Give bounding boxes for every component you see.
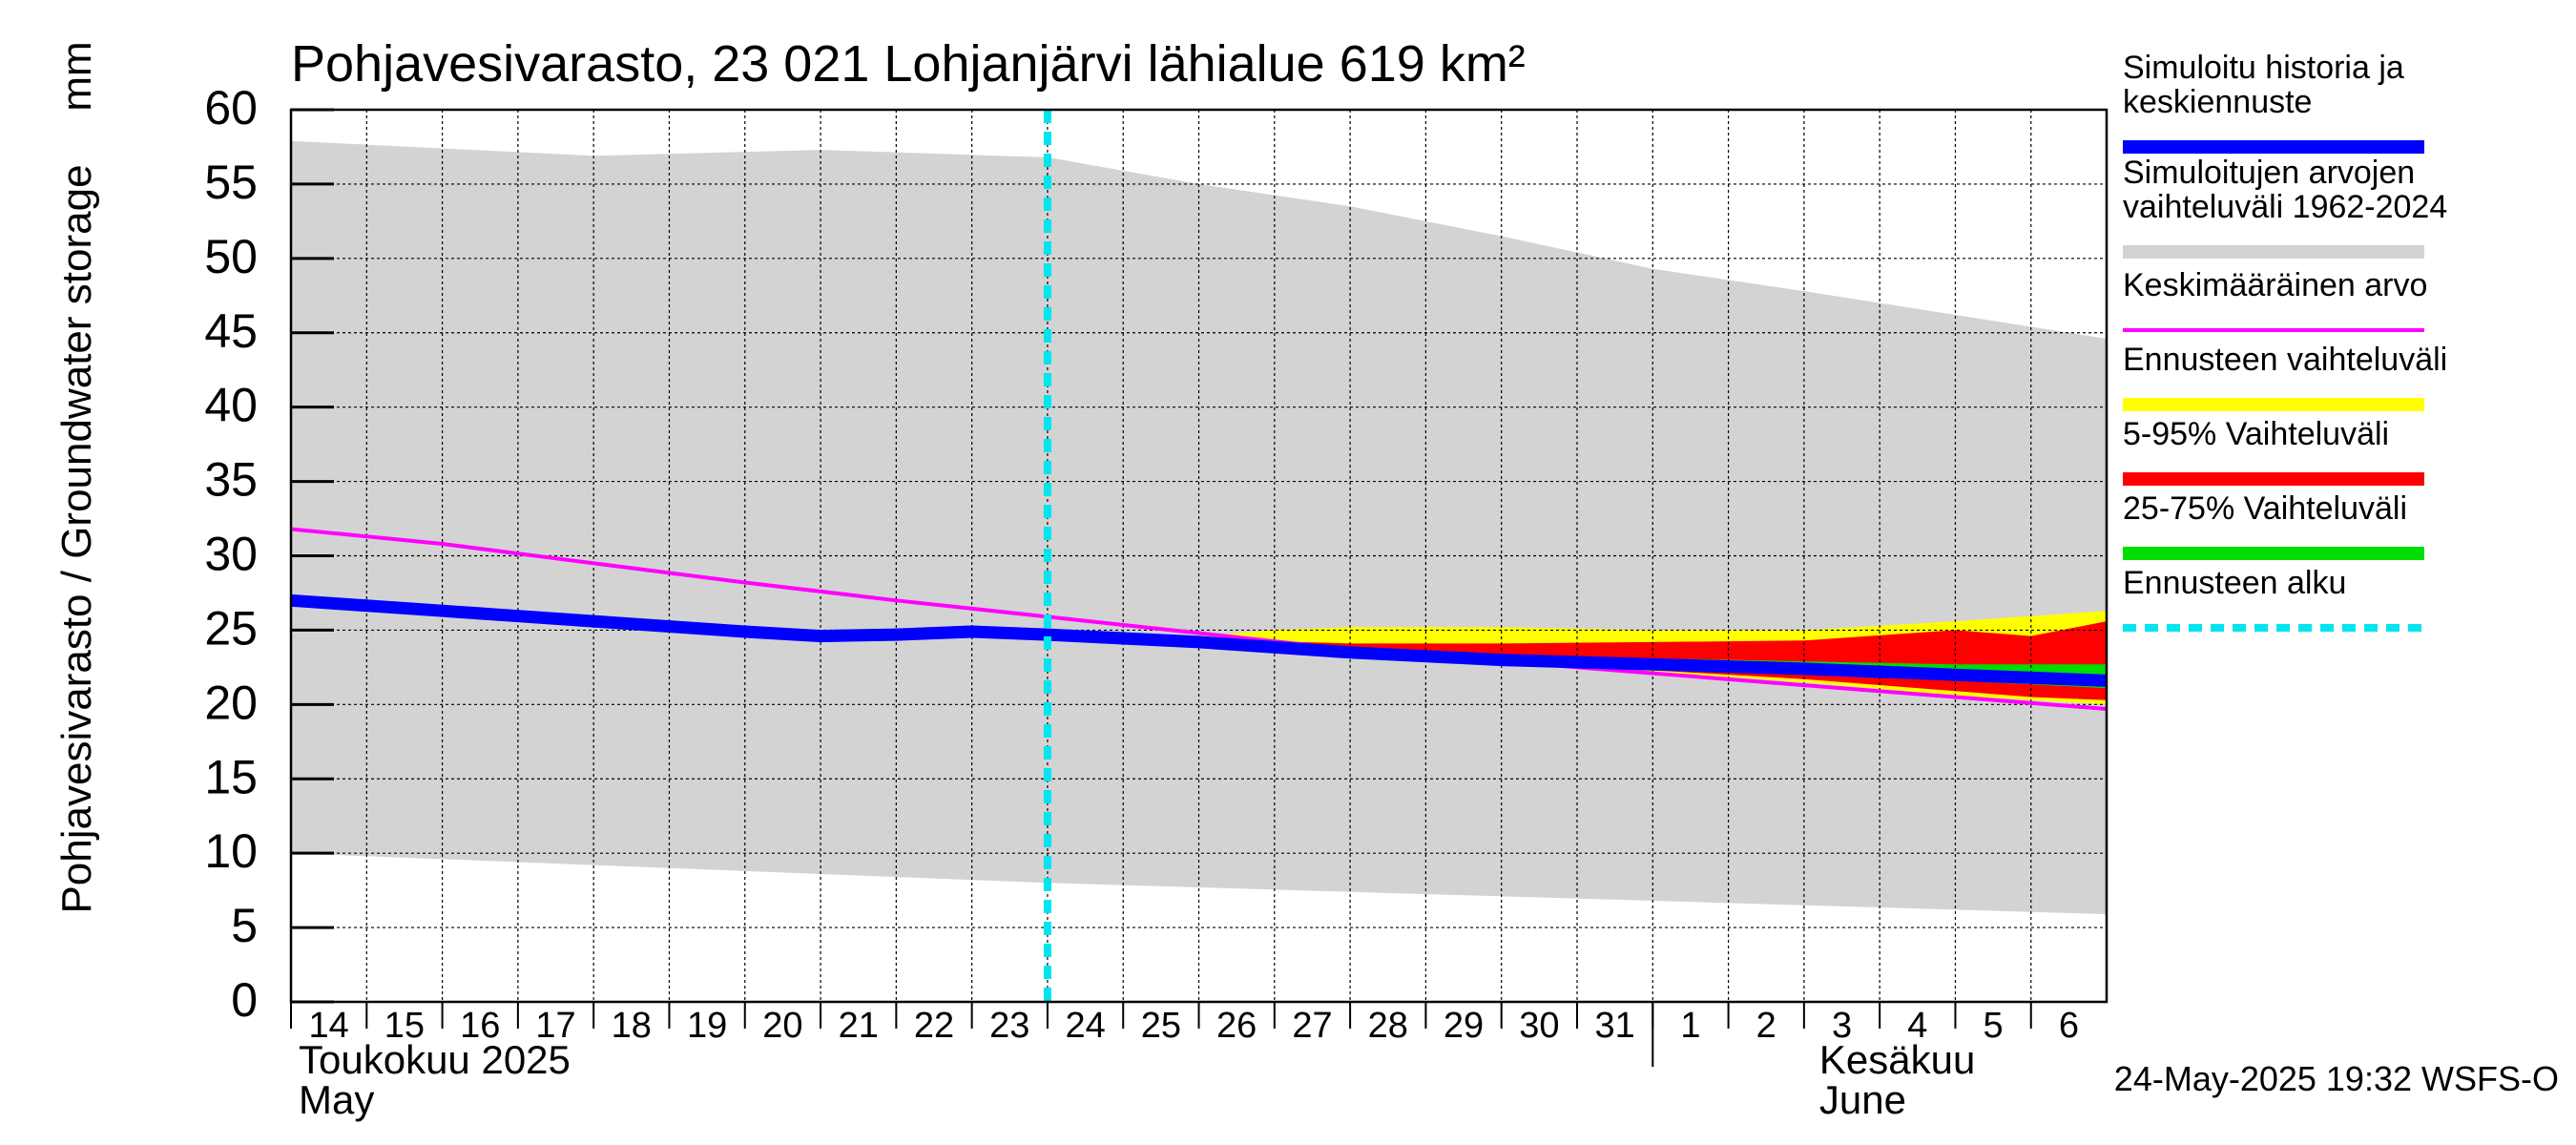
x-tick-label: 30 (1519, 1006, 1559, 1046)
legend-label: 25-75% Vaihteluväli (2123, 490, 2407, 527)
footer-timestamp: 24-May-2025 19:32 WSFS-O (2114, 1059, 2559, 1098)
x-tick-label: 4 (1907, 1006, 1927, 1046)
x-tick-label: 6 (2059, 1006, 2079, 1046)
y-tick-label: 50 (204, 230, 258, 283)
legend-entry-ennusteen-vaihteluvali: Ennusteen vaihteluväli (2123, 342, 2447, 411)
x-tick-label: 25 (1141, 1006, 1181, 1046)
x-tick-label: 2 (1756, 1006, 1776, 1046)
y-axis-unit: mm (53, 41, 100, 111)
x-tick-label: 15 (384, 1006, 425, 1046)
month-label-bottom: June (1819, 1077, 1906, 1122)
y-tick-label: 20 (204, 676, 258, 729)
legend-label: Simuloitu historia ja (2123, 50, 2404, 86)
y-tick-label: 35 (204, 453, 258, 507)
x-tick-label: 22 (914, 1006, 954, 1046)
y-tick-label: 5 (231, 899, 258, 952)
y-tick-label: 40 (204, 379, 258, 432)
x-tick-label: 20 (762, 1006, 802, 1046)
legend-label: keskiennuste (2123, 84, 2312, 120)
x-tick-label: 18 (612, 1006, 652, 1046)
line-simuloitu-historia-ja-keskiennuste (290, 593, 2108, 687)
month-label-bottom: May (299, 1077, 374, 1122)
legend-label: Ennusteen vaihteluväli (2123, 342, 2447, 378)
legend: Simuloitu historia jakeskiennusteSimuloi… (2123, 50, 2447, 632)
x-tick-label: 23 (989, 1006, 1029, 1046)
legend-entry-keskimaarainen-arvo: Keskimääräinen arvo (2123, 267, 2427, 332)
x-tick-label: 19 (687, 1006, 727, 1046)
y-tick-label: 15 (204, 750, 258, 803)
line-layer (290, 110, 2108, 1002)
x-tick-label: 26 (1216, 1006, 1257, 1046)
legend-label: Ennusteen alku (2123, 565, 2346, 601)
y-tick-label: 60 (204, 81, 258, 135)
legend-label: Keskimääräinen arvo (2123, 267, 2427, 303)
x-tick-label: 29 (1444, 1006, 1484, 1046)
x-tick-label: 27 (1292, 1006, 1332, 1046)
y-tick-label: 10 (204, 824, 258, 878)
legend-entry-5-95-vaihteluvali: 5-95% Vaihteluväli (2123, 416, 2424, 486)
x-tick-label: 24 (1065, 1006, 1105, 1046)
x-tick-label: 3 (1832, 1006, 1852, 1046)
x-tick-label: 31 (1595, 1006, 1635, 1046)
x-tick-label: 16 (460, 1006, 500, 1046)
legend-entry-25-75-vaihteluvali: 25-75% Vaihteluväli (2123, 490, 2424, 560)
legend-label: Simuloitujen arvojen (2123, 155, 2415, 191)
y-axis-label: Pohjavesivarasto / Groundwater storage (53, 164, 100, 913)
y-tick-label: 45 (204, 304, 258, 358)
y-tick-label: 25 (204, 601, 258, 655)
x-tick-label: 21 (839, 1006, 879, 1046)
y-tick-label: 55 (204, 156, 258, 209)
y-tick-label: 30 (204, 528, 258, 581)
x-tick-label: 17 (535, 1006, 575, 1046)
line-keskimaarainen-arvo (290, 527, 2108, 711)
x-tick-label: 14 (309, 1006, 349, 1046)
legend-entry-ennusteen-alku: Ennusteen alku (2123, 565, 2424, 632)
month-label-top: Kesäkuu (1819, 1037, 1975, 1082)
x-tick-label: 28 (1368, 1006, 1408, 1046)
chart-title: Pohjavesivarasto, 23 021 Lohjanjärvi läh… (291, 35, 1526, 93)
y-tick-label: 0 (231, 973, 258, 1027)
x-tick-label: 1 (1680, 1006, 1700, 1046)
x-tick-label: 5 (1984, 1006, 2004, 1046)
legend-label: vaihteluväli 1962-2024 (2123, 189, 2447, 225)
legend-label: 5-95% Vaihteluväli (2123, 416, 2389, 452)
month-label-top: Toukokuu 2025 (299, 1037, 571, 1082)
